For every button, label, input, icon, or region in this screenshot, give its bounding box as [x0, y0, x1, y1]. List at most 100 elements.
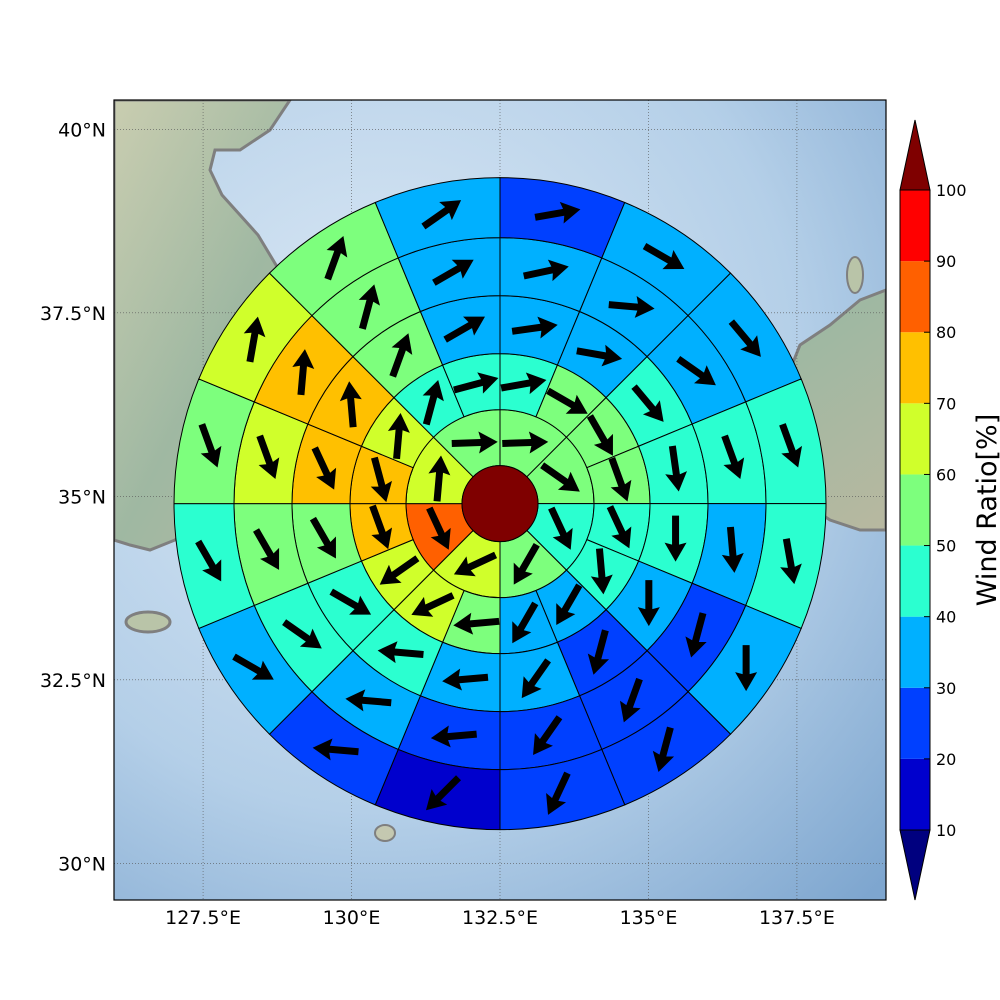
wind-arrow-shape [329, 588, 372, 615]
wind-arrow-shape [442, 668, 489, 691]
wind-arrow [685, 612, 707, 658]
wind-arrow [422, 380, 444, 426]
wind-arrow [548, 506, 573, 550]
wind-arrow [311, 446, 337, 490]
wind-arrow [453, 551, 498, 577]
wind-arrow-shape [453, 551, 498, 577]
wind-arrow [500, 372, 547, 395]
jeju-island [124, 610, 172, 634]
colorbar-tick-label: 30 [936, 679, 956, 698]
wind-arrow-shape [619, 677, 643, 723]
wind-arrow [586, 414, 613, 456]
wind-arrow [387, 412, 410, 460]
wind-arrow [664, 515, 687, 562]
wind-arrow-shape [312, 738, 359, 761]
wind-arrow-shape [548, 506, 573, 550]
wind-arrow-shape [685, 612, 707, 658]
colorbar-tick-label: 100 [936, 181, 967, 200]
wind-arrow [442, 668, 489, 691]
wind-arrow [453, 612, 500, 635]
wind-arrow-shape [590, 548, 613, 595]
wind-arrow-shape [728, 319, 761, 357]
wind-arrow-shape [665, 445, 688, 492]
wind-arrow-shape [556, 583, 583, 626]
wind-arrow [534, 201, 581, 224]
wind-arrow [511, 316, 558, 339]
wind-arrow-shape [453, 612, 500, 635]
wind-arrow [587, 629, 610, 675]
wind-arrow [253, 528, 280, 570]
colorbar-segment [900, 261, 930, 333]
wind-arrow-shape [421, 200, 462, 230]
wind-arrow [432, 259, 474, 286]
wind-arrow [521, 658, 551, 699]
wind-arrow [443, 316, 485, 343]
wind-arrow-shape [311, 446, 337, 490]
wind-arrow [421, 200, 462, 230]
small-island [374, 824, 396, 842]
wind-arrow-shape [664, 515, 687, 562]
wind-arrow [370, 456, 393, 503]
wind-arrow-shape [243, 316, 266, 363]
wind-arrow-shape [608, 457, 632, 502]
wind-arrow [425, 775, 461, 811]
colorbar-segment [900, 332, 930, 404]
wind-arrow [430, 725, 477, 748]
wind-arrow [243, 316, 266, 363]
wind-arrow-shape [780, 538, 802, 585]
wind-arrow-shape [309, 516, 336, 559]
wind-arrow-shape [608, 296, 655, 318]
wind-arrow-shape [576, 344, 623, 367]
colorbar-segment [900, 403, 930, 475]
y-axis-ticks: 30°N 32.5°N 35°N 37.5°N 40°N [40, 119, 106, 875]
colorbar-under-triangle [899, 829, 931, 901]
wind-arrow [676, 355, 716, 386]
wind-arrow-shape [198, 423, 222, 468]
wind-arrow [652, 726, 675, 773]
wind-arrow-shape [521, 658, 551, 699]
wind-arrow-shape [779, 423, 803, 468]
colorbar-segment [900, 758, 930, 830]
wind-arrow [426, 506, 451, 550]
wind-arrow-shape [411, 592, 455, 617]
wind-arrow-shape [540, 462, 580, 492]
wind-arrow-shape [377, 641, 424, 664]
wind-arrow-shape [546, 387, 588, 414]
wind-arrow [282, 619, 322, 649]
wind-arrow [369, 504, 393, 550]
wind-arrow [256, 434, 280, 480]
wind-arrow-shape [642, 243, 685, 270]
wind-arrow [619, 677, 643, 723]
wind-arrow [608, 296, 655, 318]
y-tick-label: 40°N [58, 119, 106, 141]
wind-arrow [590, 548, 613, 595]
wind-arrow [721, 526, 744, 573]
x-tick-label: 137.5°E [759, 907, 835, 929]
wind-arrow-shape [511, 316, 558, 339]
wind-arrow-shape [587, 629, 610, 675]
wind-arrow [389, 333, 413, 378]
wind-arrow-shape [369, 504, 393, 550]
wind-arrow [540, 462, 580, 492]
y-tick-label: 37.5°N [40, 303, 106, 325]
wind-arrow-shape [512, 601, 539, 644]
wind-arrow-shape [606, 505, 632, 549]
wind-arrow [453, 372, 499, 394]
colorbar-frame [899, 189, 931, 831]
colorbar-tick-label: 10 [936, 821, 956, 840]
wind-arrow-shape [637, 580, 660, 627]
wind-arrow [358, 284, 380, 330]
wind-arrow [428, 455, 451, 502]
colorbar-tick-label: 70 [936, 394, 956, 413]
wind-arrow-shape [387, 412, 410, 460]
wind-arrow-shape [586, 414, 613, 456]
honshu-peninsula [846, 256, 864, 294]
center-disk [461, 465, 539, 543]
wind-arrow [546, 387, 588, 414]
x-tick-label: 130°E [323, 907, 381, 929]
wind-arrow-shape [443, 316, 485, 343]
wind-arrow-shape [232, 653, 274, 680]
wind-arrow [411, 592, 455, 617]
wind-arrows [195, 200, 803, 815]
